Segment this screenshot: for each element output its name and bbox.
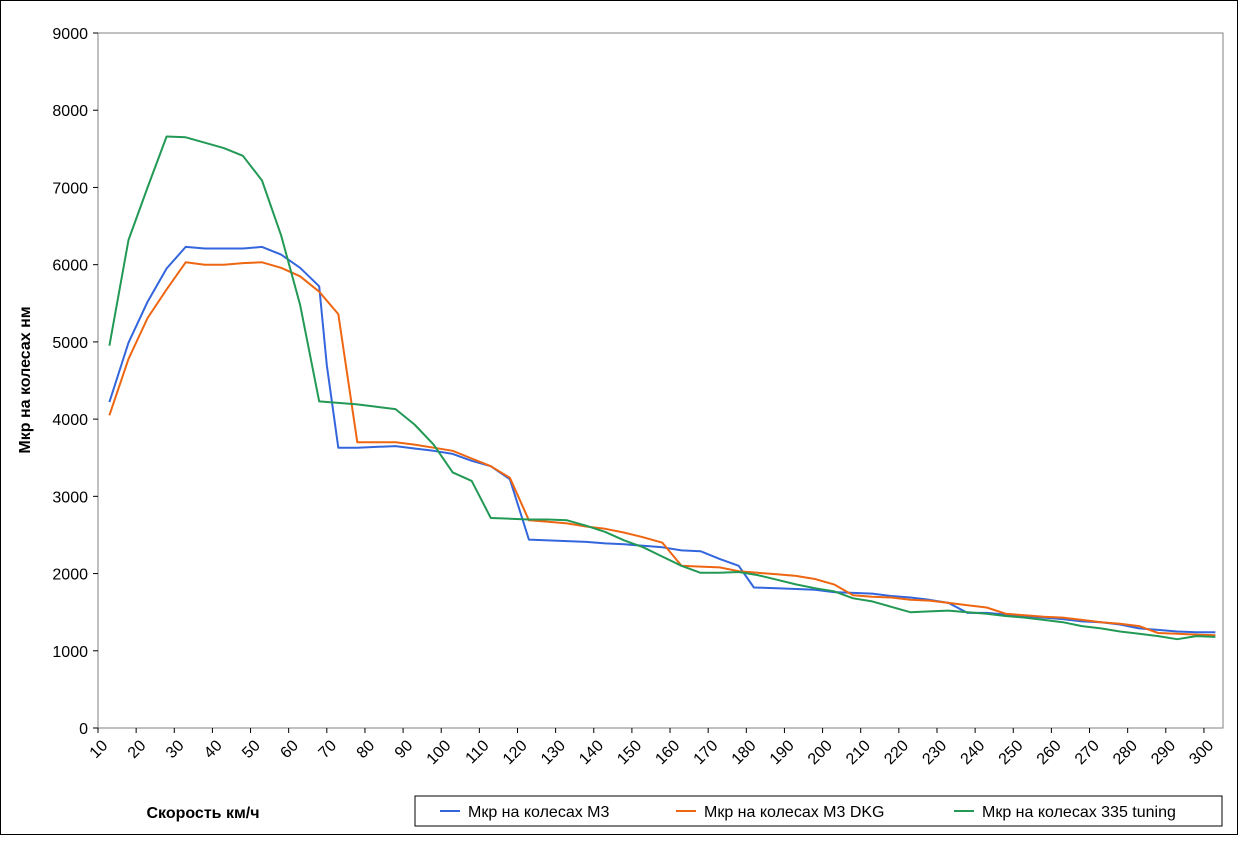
y-tick-label: 5000 bbox=[52, 335, 88, 352]
y-tick-label: 4000 bbox=[52, 412, 88, 429]
y-tick-label: 9000 bbox=[52, 26, 88, 43]
legend-label: Мкр на колесах M3 DKG bbox=[704, 804, 885, 821]
y-axis-label: Мкр на колесах нм bbox=[17, 306, 34, 453]
y-tick-label: 2000 bbox=[52, 567, 88, 584]
y-tick-label: 0 bbox=[79, 721, 88, 738]
y-tick-label: 7000 bbox=[52, 180, 88, 197]
y-tick-label: 1000 bbox=[52, 644, 88, 661]
series-line-3 bbox=[108, 135, 1216, 641]
series-line-2 bbox=[108, 261, 1216, 637]
y-tick-label: 8000 bbox=[52, 103, 88, 120]
legend-label: Мкр на колесах M3 bbox=[468, 804, 609, 821]
x-axis-label: Скорость км/ч bbox=[146, 805, 259, 822]
y-tick-label: 6000 bbox=[52, 258, 88, 275]
legend-box bbox=[414, 795, 1223, 827]
plot-area bbox=[97, 32, 1224, 729]
legend: Мкр на колесах M3 Мкр на колесах M3 DKG Мк… bbox=[414, 795, 1223, 827]
series-lines bbox=[108, 135, 1216, 641]
legend-label: Мкр на колесах 335 tuning bbox=[982, 804, 1176, 821]
y-tick-label: 3000 bbox=[52, 489, 88, 506]
